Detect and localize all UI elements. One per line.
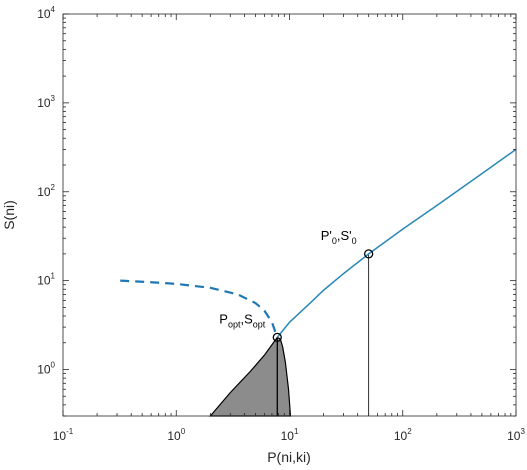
y-tick-label: 100 xyxy=(37,361,55,377)
series-layer xyxy=(120,148,517,338)
y-axis-label: S(ni) xyxy=(1,200,17,230)
y-tick-base: 10 xyxy=(37,274,51,288)
y-tick-exponent: 1 xyxy=(51,272,56,281)
point-label-1: Popt​,Sopt​ xyxy=(219,311,265,329)
point-label-subscript: opt xyxy=(228,319,241,329)
point-marker-1 xyxy=(272,332,282,343)
plot-background xyxy=(63,14,516,416)
y-tick-exponent: 0 xyxy=(51,361,56,370)
y-tick-exponent: 2 xyxy=(51,183,56,192)
y-tick-exponent: 4 xyxy=(51,5,56,14)
y-tick-exponent: 3 xyxy=(51,94,56,103)
shaded-region xyxy=(209,336,292,417)
point-marker-2 xyxy=(364,249,374,259)
x-tick-label: 103 xyxy=(507,427,525,443)
x-tick-exponent: -1 xyxy=(66,427,74,436)
x-tick-exponent: 0 xyxy=(181,427,186,436)
x-tick-label: 10-1 xyxy=(53,427,74,443)
point-label-2: P'0​,S'0​ xyxy=(321,228,357,246)
points-layer: Popt​,Sopt​ P'0​,S'0​ xyxy=(219,228,374,343)
point-label-text: ,S' xyxy=(337,228,352,243)
x-tick-label: 102 xyxy=(394,427,412,443)
shaded-region-layer xyxy=(209,336,292,417)
point-label-text: P xyxy=(219,311,228,326)
y-tick-label: 101 xyxy=(37,272,55,288)
point-label-subscript: opt xyxy=(253,319,266,329)
y-tick-base: 10 xyxy=(37,185,51,199)
point-label-subscript: 0 xyxy=(332,236,337,246)
y-tick-label: 104 xyxy=(37,5,55,21)
x-tick-base: 10 xyxy=(394,429,408,443)
point-label-subscript: 0 xyxy=(352,236,357,246)
x-tick-exponent: 1 xyxy=(294,427,299,436)
series-line-2-solid xyxy=(276,148,517,338)
x-tick-label: 101 xyxy=(281,427,299,443)
x-tick-exponent: 2 xyxy=(407,427,412,436)
x-tick-base: 10 xyxy=(167,429,181,443)
y-tick-label: 103 xyxy=(37,94,55,110)
vertical-lines-layer xyxy=(276,253,370,416)
x-tick-base: 10 xyxy=(281,429,295,443)
y-tick-base: 10 xyxy=(37,96,51,110)
x-tick-exponent: 3 xyxy=(520,427,525,436)
x-tick-base: 10 xyxy=(507,429,521,443)
point-label-text: P' xyxy=(321,228,332,243)
y-tick-base: 10 xyxy=(37,363,51,377)
x-tick-base: 10 xyxy=(53,429,67,443)
y-tick-base: 10 xyxy=(37,7,51,21)
y-tick-label: 102 xyxy=(37,183,55,199)
x-axis-label: P(ni,ki) xyxy=(267,449,311,465)
point-label-text: ,S xyxy=(240,311,253,326)
x-tick-label: 100 xyxy=(167,427,185,443)
